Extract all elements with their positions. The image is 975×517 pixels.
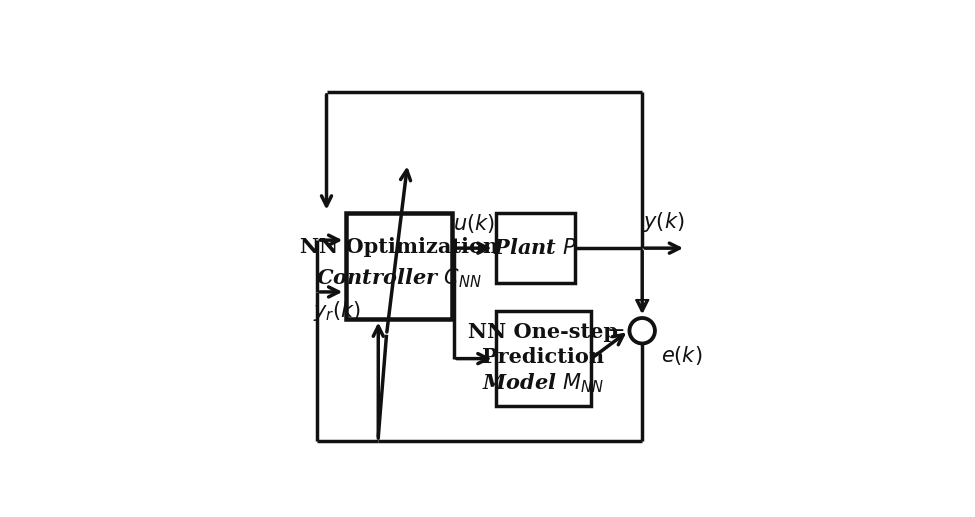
Text: −: −	[606, 320, 625, 342]
Text: $e(k)$: $e(k)$	[661, 344, 702, 367]
Text: NN Optimization: NN Optimization	[300, 237, 498, 257]
Bar	[495, 311, 591, 406]
Text: NN One-step: NN One-step	[468, 322, 618, 342]
Text: +: +	[633, 290, 651, 312]
Text: Prediction: Prediction	[483, 346, 604, 367]
Text: Controller $C_{NN}$: Controller $C_{NN}$	[316, 266, 482, 290]
Text: $u(k)$: $u(k)$	[453, 212, 494, 235]
Text: $y(k)$: $y(k)$	[643, 210, 684, 234]
Text: $y_r(k)$: $y_r(k)$	[313, 299, 362, 323]
Text: Model $M_{NN}$: Model $M_{NN}$	[483, 372, 604, 395]
Bar	[346, 214, 452, 319]
Text: Plant $P$: Plant $P$	[493, 238, 577, 258]
Circle shape	[630, 318, 655, 343]
Bar	[495, 214, 575, 283]
